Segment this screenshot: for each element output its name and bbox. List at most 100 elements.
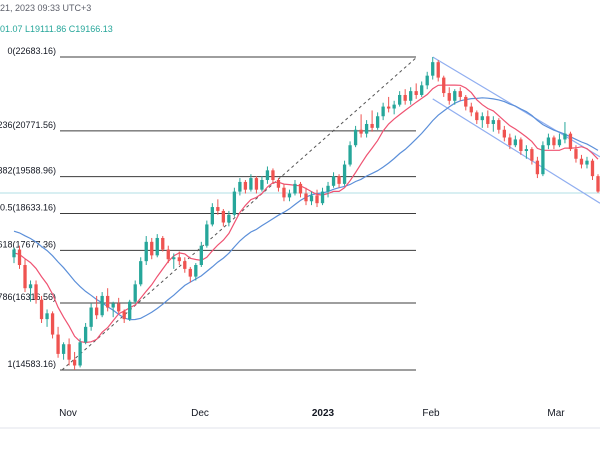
candle-84 [475, 110, 479, 124]
candle-39 [227, 210, 231, 227]
candle-75 [425, 71, 429, 90]
candle-body [436, 62, 440, 78]
candle-body [386, 106, 391, 109]
candle-27 [161, 236, 165, 252]
fib-label-5: .786(16316.56) [0, 292, 56, 302]
candle-91 [513, 135, 518, 148]
candle-88 [497, 118, 501, 134]
candle-71 [403, 89, 407, 105]
candle-body [210, 207, 214, 225]
candle-5 [39, 295, 44, 323]
candle-10 [67, 338, 71, 366]
candle-33 [194, 263, 198, 281]
candle-54 [309, 191, 314, 206]
candle-85 [480, 112, 484, 128]
candle-17 [106, 288, 110, 312]
candle-body [111, 303, 115, 308]
candle-30 [177, 251, 181, 266]
candle-body [524, 149, 529, 152]
candle-63 [359, 114, 363, 138]
candle-100 [563, 122, 567, 144]
candle-body [574, 149, 578, 159]
candle-body [442, 77, 446, 94]
candle-44 [254, 176, 259, 194]
candle-13 [83, 322, 88, 345]
candle-body [552, 137, 556, 146]
candle-body [166, 249, 170, 260]
header-timestamp: 21, 2023 09:33 UTC+3 [0, 3, 91, 13]
candle-body [359, 129, 363, 134]
candle-56 [320, 187, 325, 206]
candle-69 [392, 100, 396, 115]
candle-28 [166, 245, 170, 264]
candle-body [249, 178, 253, 190]
candle-body [254, 178, 259, 190]
candle-83 [469, 102, 473, 117]
candle-11 [72, 351, 77, 371]
candle-body [243, 181, 248, 190]
candle-31 [183, 257, 187, 273]
candle-body [50, 313, 55, 335]
candle-body [475, 112, 479, 121]
candle-43 [249, 174, 253, 192]
candle-body [315, 195, 319, 204]
candle-body [337, 176, 341, 184]
candle-101 [568, 131, 573, 152]
candle-body [94, 307, 99, 316]
candle-77 [436, 60, 440, 82]
candle-81 [458, 87, 462, 101]
candle-24 [144, 236, 148, 266]
x-tick-mar: Mar [547, 408, 565, 419]
candle-21 [128, 299, 132, 322]
candle-19 [117, 297, 121, 314]
candle-105 [590, 158, 595, 181]
candle-body [287, 193, 292, 198]
candle-body [585, 160, 589, 165]
candle-body [227, 214, 231, 223]
candle-body [480, 116, 484, 121]
candle-body [420, 85, 424, 95]
candle-body [353, 129, 358, 146]
candle-20 [122, 309, 126, 323]
candle-25 [150, 237, 154, 260]
candle-14 [89, 303, 93, 331]
candle-body [17, 249, 22, 266]
candle-body [122, 311, 126, 320]
candle-body [535, 160, 540, 175]
candle-52 [298, 181, 303, 198]
candle-body [56, 334, 60, 354]
candle-18 [111, 301, 115, 318]
candle-35 [205, 220, 209, 248]
candle-9 [61, 342, 66, 360]
candle-96 [541, 141, 545, 177]
candle-body [486, 116, 490, 124]
candle-38 [221, 208, 226, 227]
candle-body [348, 145, 352, 165]
candle-body [128, 301, 132, 320]
candle-40 [232, 187, 237, 217]
candle-82 [464, 94, 468, 111]
candle-body [375, 116, 380, 128]
candle-34 [199, 241, 203, 267]
time-axis: Nov Dec 2023 Feb Mar [59, 408, 565, 419]
x-tick-feb: Feb [422, 408, 440, 419]
candle-body [161, 237, 165, 250]
candle-body [155, 237, 159, 256]
candle-55 [315, 189, 319, 208]
candle-49 [282, 183, 286, 202]
candle-12 [78, 338, 82, 368]
candle-body [106, 295, 110, 308]
candle-78 [442, 75, 446, 97]
candle-body [194, 265, 198, 277]
candle-body [188, 268, 192, 277]
candle-body [28, 284, 33, 289]
candle-body [398, 94, 402, 105]
candle-99 [557, 133, 562, 148]
candle-92 [519, 137, 523, 155]
candle-body [381, 106, 385, 117]
candle-103 [579, 154, 584, 169]
candle-45 [260, 176, 264, 192]
candle-65 [370, 110, 374, 132]
x-tick-nov: Nov [59, 408, 77, 419]
